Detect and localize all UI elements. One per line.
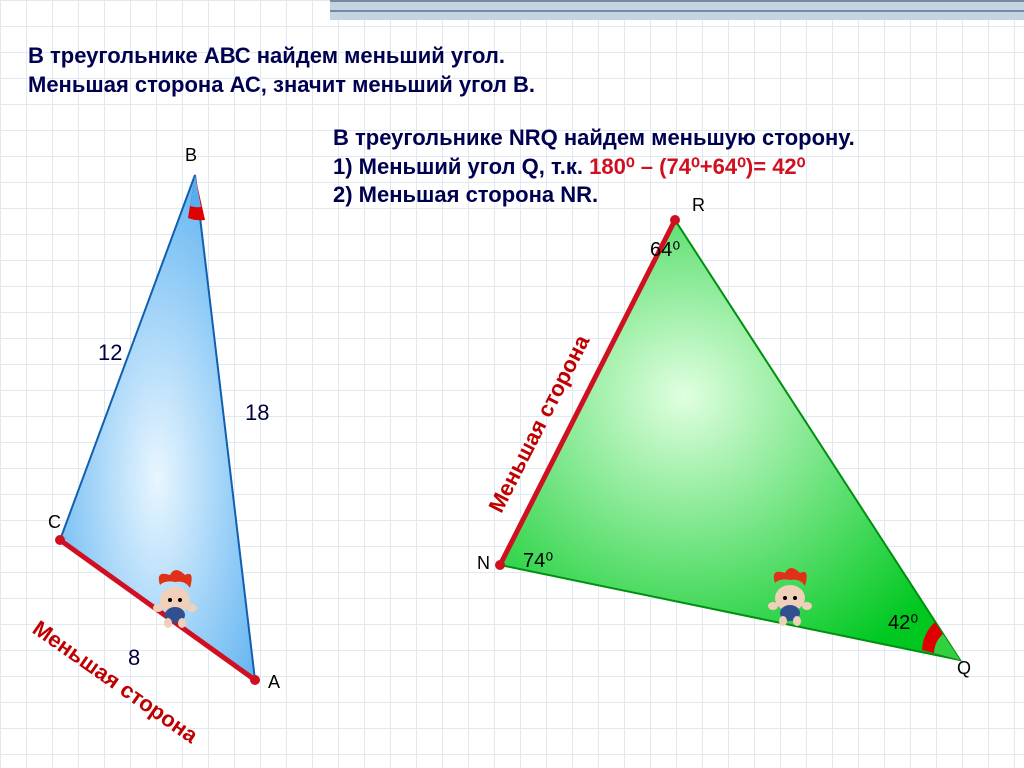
creature-nrq [755,558,825,628]
angle-label-Q: 42⁰ [888,610,918,635]
problem2-item1-prefix: 1) Меньший угол Q, т.к. [333,154,589,179]
side-label-CA: 8 [128,645,140,671]
header-line1: В треугольнике АВС найдем меньший угол. [28,42,535,71]
vertex-label-Q: Q [957,658,971,679]
problem2-title: В треугольнике NRQ найдем меньшую сторон… [333,124,855,153]
header-line2: Меньшая сторона АС, значит меньший угол … [28,71,535,100]
problem2-text: В треугольнике NRQ найдем меньшую сторон… [333,124,855,210]
side-label-AB: 18 [245,400,269,426]
vertex-label-C: C [48,512,61,533]
problem2-item1: 1) Меньший угол Q, т.к. 180⁰ – (74⁰+64⁰)… [333,153,855,182]
top-header-border [330,0,1024,20]
vertex-label-A: A [268,672,280,693]
angle-label-R: 64⁰ [650,237,680,262]
problem2-item1-calc: 180⁰ – (74⁰+64⁰)= 42⁰ [589,154,805,179]
vertex-R-dot [670,215,680,225]
problem2-item2: 2) Меньшая сторона NR. [333,181,855,210]
vertex-label-N: N [477,553,490,574]
vertex-label-B: B [185,145,197,166]
vertex-N-dot [495,560,505,570]
triangle-nrq-shape [500,220,960,660]
triangle-nrq-svg [0,0,1024,768]
header-text: В треугольнике АВС найдем меньший угол. … [28,42,535,99]
angle-label-N: 74⁰ [523,548,553,573]
vertex-label-R: R [692,195,705,216]
creature-abc [140,560,210,630]
side-label-BC: 12 [98,340,122,366]
